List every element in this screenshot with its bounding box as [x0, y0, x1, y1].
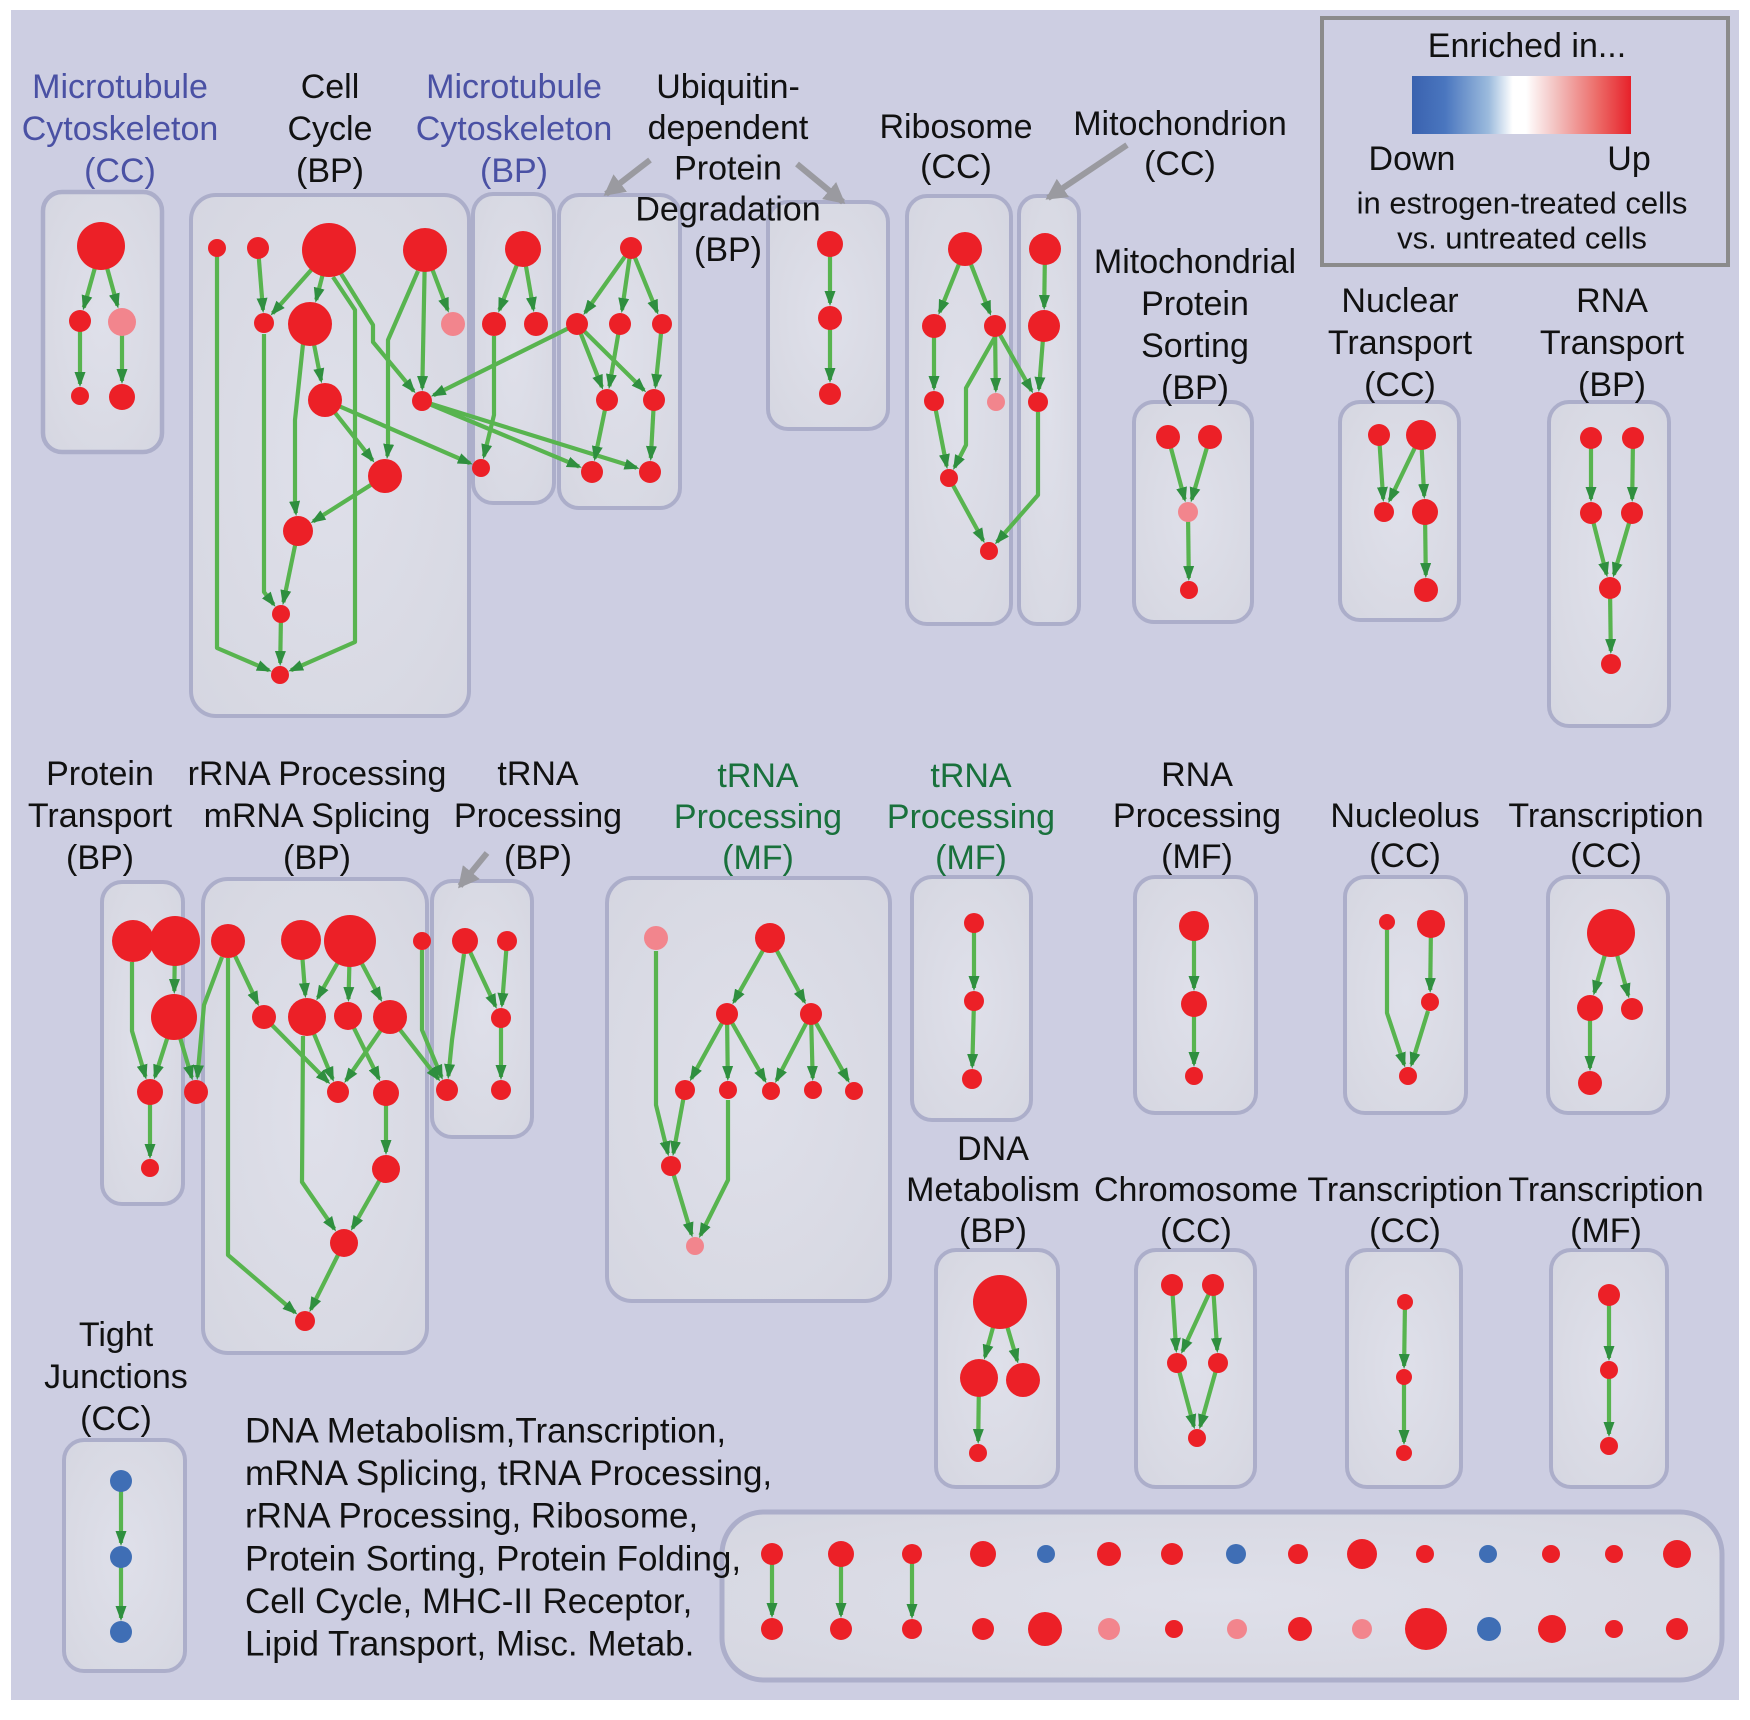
- svg-text:(CC): (CC): [1369, 837, 1441, 875]
- svg-text:Cytoskeleton: Cytoskeleton: [416, 110, 613, 148]
- svg-text:Sorting: Sorting: [1141, 327, 1249, 365]
- svg-text:(BP): (BP): [283, 839, 351, 877]
- svg-text:Down: Down: [1369, 140, 1456, 178]
- svg-text:Transport: Transport: [28, 797, 173, 835]
- svg-text:Transcription: Transcription: [1508, 797, 1703, 835]
- svg-text:Mitochondrion: Mitochondrion: [1073, 105, 1287, 143]
- svg-text:(BP): (BP): [959, 1212, 1027, 1250]
- svg-text:Transcription: Transcription: [1508, 1171, 1703, 1209]
- svg-text:Microtubule: Microtubule: [426, 68, 602, 106]
- svg-text:rRNA Processing: rRNA Processing: [188, 755, 447, 793]
- svg-text:Up: Up: [1607, 140, 1650, 178]
- svg-text:(MF): (MF): [722, 839, 794, 877]
- svg-text:Protein Sorting, Protein Foldi: Protein Sorting, Protein Folding,: [245, 1539, 741, 1578]
- svg-text:Degradation: Degradation: [635, 190, 820, 228]
- svg-text:Processing: Processing: [1113, 797, 1281, 835]
- svg-text:(BP): (BP): [1578, 366, 1646, 404]
- svg-text:Processing: Processing: [674, 798, 842, 836]
- svg-text:mRNA Splicing, tRNA Processing: mRNA Splicing, tRNA Processing,: [245, 1454, 772, 1493]
- svg-text:rRNA Processing, Ribosome,: rRNA Processing, Ribosome,: [245, 1497, 698, 1536]
- svg-text:Protein: Protein: [674, 150, 782, 188]
- svg-text:RNA: RNA: [1576, 282, 1648, 320]
- svg-text:DNA: DNA: [957, 1130, 1029, 1168]
- svg-text:(CC): (CC): [1160, 1212, 1232, 1250]
- svg-text:(BP): (BP): [694, 231, 762, 269]
- svg-text:in estrogen-treated cells: in estrogen-treated cells: [1357, 186, 1688, 221]
- svg-text:Tight: Tight: [79, 1316, 154, 1354]
- svg-text:Ribosome: Ribosome: [879, 108, 1032, 146]
- svg-text:(BP): (BP): [504, 839, 572, 877]
- svg-text:Cell Cycle, MHC-II Receptor,: Cell Cycle, MHC-II Receptor,: [245, 1582, 692, 1621]
- svg-text:tRNA: tRNA: [717, 757, 799, 795]
- svg-text:Transcription: Transcription: [1307, 1171, 1502, 1209]
- svg-text:Protein: Protein: [1141, 285, 1249, 323]
- svg-text:Chromosome: Chromosome: [1094, 1171, 1298, 1209]
- svg-text:Cell: Cell: [301, 68, 360, 106]
- svg-text:Processing: Processing: [887, 798, 1055, 836]
- svg-text:Metabolism: Metabolism: [906, 1171, 1080, 1209]
- svg-text:Microtubule: Microtubule: [32, 68, 208, 106]
- svg-text:dependent: dependent: [648, 109, 809, 147]
- svg-text:vs. untreated cells: vs. untreated cells: [1397, 221, 1647, 256]
- svg-text:Junctions: Junctions: [44, 1358, 188, 1396]
- svg-text:RNA: RNA: [1161, 756, 1233, 794]
- svg-text:(CC): (CC): [1570, 837, 1642, 875]
- svg-text:(BP): (BP): [480, 152, 548, 190]
- svg-text:(CC): (CC): [1364, 366, 1436, 404]
- svg-text:Transport: Transport: [1540, 324, 1685, 362]
- svg-text:(BP): (BP): [296, 152, 364, 190]
- svg-text:(CC): (CC): [1369, 1212, 1441, 1250]
- svg-text:(MF): (MF): [1570, 1212, 1642, 1250]
- svg-text:(CC): (CC): [1144, 145, 1216, 183]
- svg-text:Cytoskeleton: Cytoskeleton: [22, 110, 219, 148]
- svg-text:(CC): (CC): [80, 1400, 152, 1438]
- svg-text:Nuclear: Nuclear: [1341, 282, 1458, 320]
- svg-text:(BP): (BP): [66, 839, 134, 877]
- svg-text:DNA Metabolism,Transcription,: DNA Metabolism,Transcription,: [245, 1412, 726, 1451]
- svg-text:Transport: Transport: [1328, 324, 1473, 362]
- svg-text:(CC): (CC): [84, 152, 156, 190]
- svg-text:Protein: Protein: [46, 755, 154, 793]
- svg-text:Processing: Processing: [454, 797, 622, 835]
- svg-text:Nucleolus: Nucleolus: [1330, 797, 1479, 835]
- svg-text:Enriched in...: Enriched in...: [1428, 27, 1626, 65]
- svg-text:(BP): (BP): [1161, 369, 1229, 407]
- svg-text:mRNA Splicing: mRNA Splicing: [204, 797, 431, 835]
- svg-text:(MF): (MF): [935, 839, 1007, 877]
- svg-text:Ubiquitin-: Ubiquitin-: [656, 68, 800, 106]
- svg-text:tRNA: tRNA: [930, 757, 1012, 795]
- svg-text:Cycle: Cycle: [287, 110, 372, 148]
- svg-text:(CC): (CC): [920, 148, 992, 186]
- svg-text:Lipid Transport, Misc. Metab.: Lipid Transport, Misc. Metab.: [245, 1625, 694, 1664]
- svg-text:(MF): (MF): [1161, 838, 1233, 876]
- svg-text:Mitochondrial: Mitochondrial: [1094, 243, 1296, 281]
- svg-text:tRNA: tRNA: [497, 755, 579, 793]
